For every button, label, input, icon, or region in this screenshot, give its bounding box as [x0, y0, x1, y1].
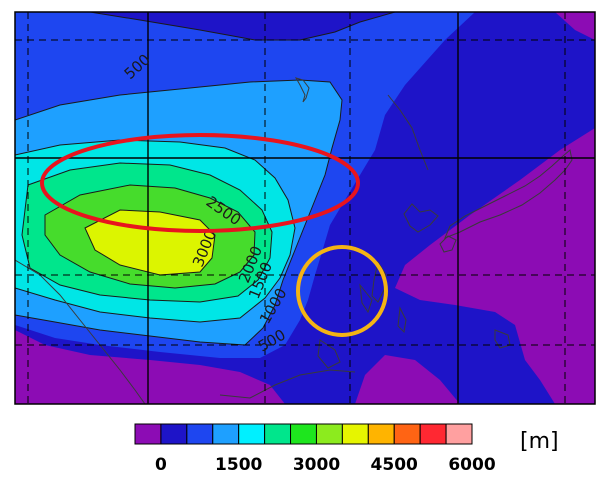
fill-deep-bottom-left — [15, 330, 285, 404]
grid-dashed — [15, 12, 595, 404]
colorbar-cell — [160, 423, 188, 445]
colorbar-unit-label: [m] — [520, 429, 559, 454]
colorbar-tick-label: 3000 — [293, 455, 340, 475]
orange-circle-annotation — [296, 245, 388, 337]
fill-deep-bottom-right — [355, 355, 460, 404]
colorbar: 0 1500 3000 4500 6000 [m] — [134, 423, 559, 475]
colorbar-cell — [186, 423, 214, 445]
colorbar-cell — [290, 423, 317, 445]
colorbar-cell — [238, 423, 266, 445]
colorbar-cell — [341, 423, 369, 445]
fill-deep-right — [395, 128, 595, 404]
colorbar-cell — [393, 423, 421, 445]
colorbar-cell — [367, 423, 395, 445]
colorbar-cell — [134, 423, 162, 445]
map-area: 500 2500 3000 2000 1500 1000 500 — [15, 12, 595, 404]
colorbar-tick-label: 0 — [155, 455, 167, 475]
colorbar-cell — [212, 423, 240, 445]
map-frame — [14, 11, 596, 405]
colorbar-cell — [264, 423, 292, 445]
colorbar-tick-label: 6000 — [448, 455, 495, 475]
grid-solid — [15, 12, 595, 404]
colorbar-tick-label: 4500 — [371, 455, 418, 475]
colorbar-cell — [419, 423, 447, 445]
colorbar-cell — [445, 423, 473, 445]
coastlines — [15, 77, 573, 404]
colorbar-cell — [315, 423, 343, 445]
colorbar-tick-label: 1500 — [215, 455, 262, 475]
contour-lines — [15, 12, 396, 346]
red-ellipse-annotation — [40, 133, 360, 233]
fill-level-7 — [85, 210, 215, 275]
